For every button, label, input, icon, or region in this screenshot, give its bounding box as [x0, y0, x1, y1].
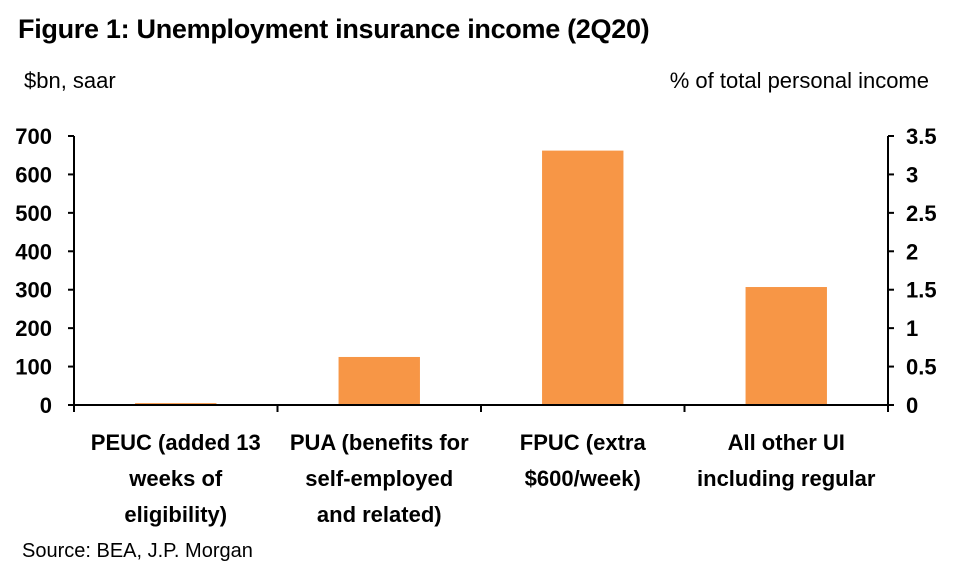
- left-tick-label: 100: [15, 355, 52, 380]
- right-tick-label: 1: [906, 316, 918, 341]
- category-label: FPUC (extra $600/week): [520, 430, 647, 491]
- right-tick-label: 0.5: [906, 355, 937, 380]
- category-label-line: All other UI: [728, 430, 845, 455]
- category-label: PEUC (added 13 weeks of eligibility): [91, 430, 261, 527]
- right-tick-label: 1.5: [906, 278, 937, 303]
- left-tick-label: 0: [40, 393, 52, 418]
- right-tick-label: 3.5: [906, 124, 937, 149]
- bar: [542, 150, 624, 405]
- source-note: Source: BEA, J.P. Morgan: [22, 540, 253, 562]
- category-label-line: eligibility): [124, 502, 227, 527]
- axes-layer: [68, 135, 894, 412]
- left-tick-label: 600: [15, 162, 52, 187]
- category-label: PUA (benefits for self-employed and relate…: [290, 430, 469, 527]
- category-label-line: PUA (benefits for: [290, 430, 469, 455]
- bar: [745, 287, 827, 405]
- labels-layer: 0 100 200 300 400 500 600 700 0 0.5 1 1.5 2 2.5 3 3.5 PE…: [15, 124, 936, 527]
- category-label-line: and related): [317, 502, 442, 527]
- category-label-line: PEUC (added 13: [91, 430, 261, 455]
- right-tick-label: 0: [906, 393, 918, 418]
- right-axis-unit: % of total personal income: [669, 68, 929, 93]
- chart-title: Figure 1: Unemployment insurance income …: [18, 14, 650, 44]
- category-label-line: $600/week): [525, 466, 641, 491]
- left-tick-label: 500: [15, 201, 52, 226]
- category-label-line: self-employed: [305, 466, 453, 491]
- bar: [338, 356, 420, 405]
- right-tick-label: 2.5: [906, 201, 937, 226]
- category-label-line: FPUC (extra: [520, 430, 647, 455]
- left-axis-unit: $bn, saar: [24, 68, 116, 93]
- right-tick-label: 3: [906, 162, 918, 187]
- category-label-line: weeks of: [128, 466, 223, 491]
- left-tick-label: 400: [15, 239, 52, 264]
- left-tick-label: 200: [15, 316, 52, 341]
- right-tick-label: 2: [906, 239, 918, 264]
- category-label-line: including regular: [697, 466, 876, 491]
- bars-layer: [135, 150, 827, 405]
- category-label: All other UI including regular: [697, 430, 876, 491]
- left-tick-label: 700: [15, 124, 52, 149]
- left-tick-label: 300: [15, 278, 52, 303]
